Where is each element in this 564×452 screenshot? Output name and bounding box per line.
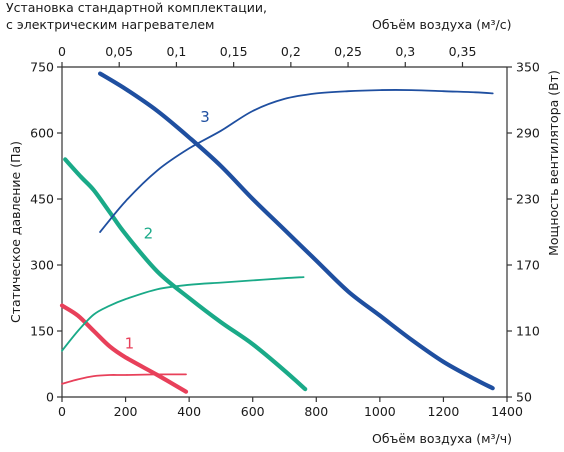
x-top-tick-label: 0,15: [220, 44, 248, 59]
series-label-2: 2: [144, 225, 154, 243]
y-left-tick-label: 600: [30, 126, 54, 141]
y-left-tick-label: 300: [30, 258, 54, 273]
series-3-power-line: [99, 89, 494, 233]
y-left-tick-label: 0: [46, 390, 54, 405]
x-bottom-tick-label: 1200: [428, 404, 460, 419]
series-1-power-line: [61, 373, 187, 385]
series-layer: [59, 71, 495, 394]
series-label-1: 1: [125, 335, 135, 353]
labels-layer: Установка стандартной комплектации, с эл…: [6, 0, 561, 446]
x-top-tick-label: 0,25: [334, 44, 362, 59]
y-right-tick-label: 230: [516, 192, 540, 207]
x-bottom-tick-label: 800: [304, 404, 328, 419]
y-right-tick-label: 350: [516, 60, 540, 75]
x-bottom-tick-label: 1000: [364, 404, 396, 419]
x-bottom-tick-label: 600: [241, 404, 265, 419]
x-top-tick-label: 0,35: [449, 44, 477, 59]
x-top-axis-title: Объём воздуха (м³/с): [372, 17, 511, 32]
y-right-tick-label: 50: [516, 390, 532, 405]
x-bottom-tick-label: 0: [58, 404, 66, 419]
x-top-tick-label: 0,05: [105, 44, 133, 59]
x-bottom-tick-label: 400: [177, 404, 201, 419]
series-3-pressure-line: [98, 71, 495, 391]
x-top-tick-label: 0,3: [395, 44, 415, 59]
x-bottom-tick-label: 200: [114, 404, 138, 419]
x-top-tick-label: 0,2: [281, 44, 301, 59]
y-left-tick-label: 150: [30, 324, 54, 339]
y-right-axis-title: Мощность вентилятора (Вт): [546, 70, 561, 256]
y-left-axis-title: Статическое давление (Па): [8, 141, 23, 323]
y-left-tick-label: 750: [30, 60, 54, 75]
y-right-tick-label: 170: [516, 258, 540, 273]
axes: 0 200 400 600 800 1000 1200 1400 0 0,05 0,1 0,15 0,2…: [30, 44, 540, 419]
x-top-tick-label: 0: [58, 44, 66, 59]
chart-title-line-1: Установка стандартной комплектации,: [6, 0, 267, 15]
x-top-tick-label: 0,1: [166, 44, 186, 59]
series-2-pressure-line: [63, 157, 308, 392]
y-left-tick-label: 450: [30, 192, 54, 207]
x-bottom-tick-label: 1400: [491, 404, 523, 419]
chart-title-line-2: с электрическим нагревателем: [6, 17, 214, 32]
series-2-power-line: [61, 276, 305, 352]
y-right-tick-label: 110: [516, 324, 540, 339]
series-label-3: 3: [200, 108, 210, 126]
y-right-tick-label: 290: [516, 126, 540, 141]
x-bottom-axis-title: Объём воздуха (м³/ч): [372, 431, 512, 446]
